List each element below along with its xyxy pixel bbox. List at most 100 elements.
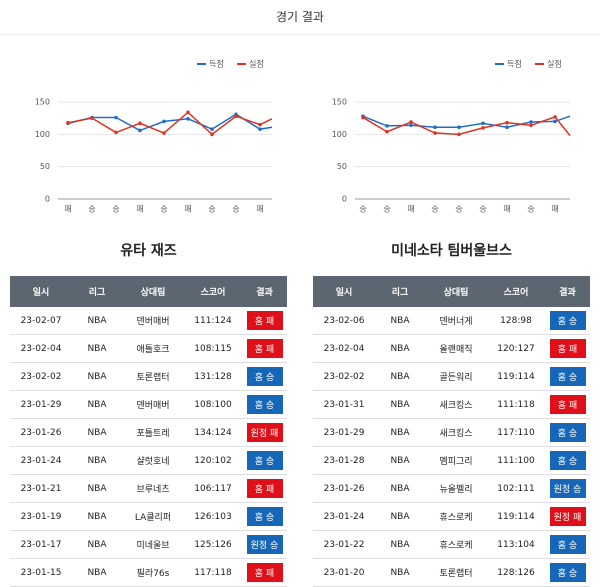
cell: 23-01-17	[10, 530, 72, 559]
cell: NBA	[375, 530, 425, 559]
data-point	[114, 130, 118, 135]
cell: 홈 승	[545, 530, 590, 559]
column-header: 상대팀	[425, 276, 487, 307]
table-row: 23-01-15 NBA 필라76s 117:118 홈 패	[10, 558, 287, 587]
data-point	[210, 127, 214, 131]
table-row: 23-01-19 NBA LA클리퍼 126:103 홈 승	[10, 502, 287, 531]
chart: 0 50 100 150 패 승 승 패 승 패 승 승 패 득점 실점	[35, 59, 273, 214]
data-point	[409, 120, 413, 124]
table-row: 23-01-24 NBA 샬럿호네 120:102 홈 승	[10, 446, 287, 475]
result-badge: 홈 패	[246, 311, 283, 330]
cell: NBA	[72, 334, 122, 363]
x-tick-label: 패	[136, 204, 143, 214]
cell: 117:110	[487, 418, 545, 447]
data-point	[529, 123, 533, 128]
data-point	[505, 120, 509, 125]
cell: NBA	[375, 558, 425, 587]
x-tick-label: 승	[232, 205, 239, 214]
data-point	[66, 120, 70, 125]
data-point	[505, 125, 509, 130]
cell: 23-01-26	[10, 418, 72, 447]
cell: 원정 승	[242, 530, 287, 559]
legend-label: 실점	[249, 59, 264, 69]
result-badge: 원정 패	[246, 423, 283, 442]
legend-label: 득점	[507, 59, 522, 69]
cell: 23-02-04	[313, 334, 375, 363]
y-tick-label: 100	[35, 130, 50, 139]
cell: 홈 승	[545, 307, 590, 335]
column-header: 결과	[545, 276, 590, 307]
cell: 108:100	[184, 390, 242, 419]
cell: 홈 패	[242, 558, 287, 587]
cell: 홈 패	[545, 334, 590, 363]
cell: 홈 승	[545, 446, 590, 475]
result-badge: 홈 승	[549, 311, 586, 330]
data-point	[481, 121, 485, 126]
cell: NBA	[375, 362, 425, 391]
column-header: 스코어	[487, 276, 545, 307]
cell: NBA	[72, 502, 122, 531]
x-tick-label: 패	[407, 204, 414, 214]
cell: NBA	[375, 334, 425, 363]
cell: 23-01-28	[313, 446, 375, 475]
cell: 120:102	[184, 446, 242, 475]
cell: 홈 패	[242, 307, 287, 335]
cell: NBA	[72, 390, 122, 419]
cell: 23-01-26	[313, 474, 375, 503]
y-tick-label: 50	[337, 162, 347, 171]
x-tick-label: 패	[256, 204, 263, 214]
header-row: 일시 리그 상대팀 스코어 결과	[10, 276, 287, 307]
y-tick-label: 100	[332, 130, 347, 139]
data-point	[385, 124, 389, 128]
cell: 102:111	[487, 474, 545, 503]
cell: 토론랩터	[425, 558, 487, 587]
y-tick-label: 0	[45, 195, 50, 204]
data-point	[186, 117, 190, 121]
table-row: 23-01-22 NBA 휴스로케 113:104 홈 승	[313, 530, 590, 559]
page-title: 경기 결과	[0, 0, 600, 35]
table-row: 23-02-04 NBA 애틀호크 108:115 홈 패	[10, 334, 287, 363]
cell: 117:118	[184, 558, 242, 587]
x-tick-label: 승	[383, 205, 390, 214]
result-badge: 홈 승	[549, 423, 586, 442]
result-badge: 홈 패	[246, 339, 283, 358]
results-table: 일시 리그 상대팀 스코어 결과 23-02-06 NBA 덴버너게 128:98 홈 승 23-0…	[313, 276, 590, 587]
y-tick-label: 50	[40, 162, 50, 171]
series-line	[67, 111, 273, 136]
cell: NBA	[375, 418, 425, 447]
result-badge: 홈 승	[549, 563, 586, 582]
cell: 111:124	[184, 307, 242, 335]
data-point	[162, 119, 166, 124]
data-point	[553, 119, 557, 124]
table-row: 23-01-26 NBA 뉴올펠리 102:111 원정 승	[313, 474, 590, 503]
table-row: 23-01-21 NBA 브루네츠 106:117 홈 패	[10, 474, 287, 503]
x-tick-label: 승	[112, 205, 119, 214]
result-badge: 홈 패	[549, 339, 586, 358]
cell: 23-01-19	[10, 502, 72, 531]
result-badge: 원정 승	[549, 479, 586, 498]
cell: NBA	[72, 362, 122, 391]
cell: 원정 승	[545, 474, 590, 503]
table-row: 23-02-06 NBA 덴버너게 128:98 홈 승	[313, 307, 590, 335]
series-line	[362, 115, 571, 137]
cell: 휴스로케	[425, 502, 487, 531]
cell: 덴버너게	[425, 307, 487, 335]
cell: NBA	[72, 558, 122, 587]
x-tick-label: 승	[88, 205, 95, 214]
cell: 포틀트레	[122, 418, 184, 447]
data-point	[258, 127, 262, 131]
x-tick-label: 패	[184, 204, 191, 214]
data-point	[529, 120, 533, 124]
cell: 멤피그리	[425, 446, 487, 475]
cell: 홈 패	[545, 390, 590, 419]
cell: 홈 패	[242, 474, 287, 503]
x-tick-label: 승	[479, 205, 486, 214]
cell: NBA	[375, 446, 425, 475]
data-point	[433, 131, 437, 135]
cell: 홈 승	[545, 418, 590, 447]
cell: 새크킹스	[425, 418, 487, 447]
data-point	[210, 132, 214, 137]
team-name: 유타 재즈	[120, 243, 177, 259]
data-point	[481, 126, 485, 130]
data-point	[457, 132, 461, 137]
